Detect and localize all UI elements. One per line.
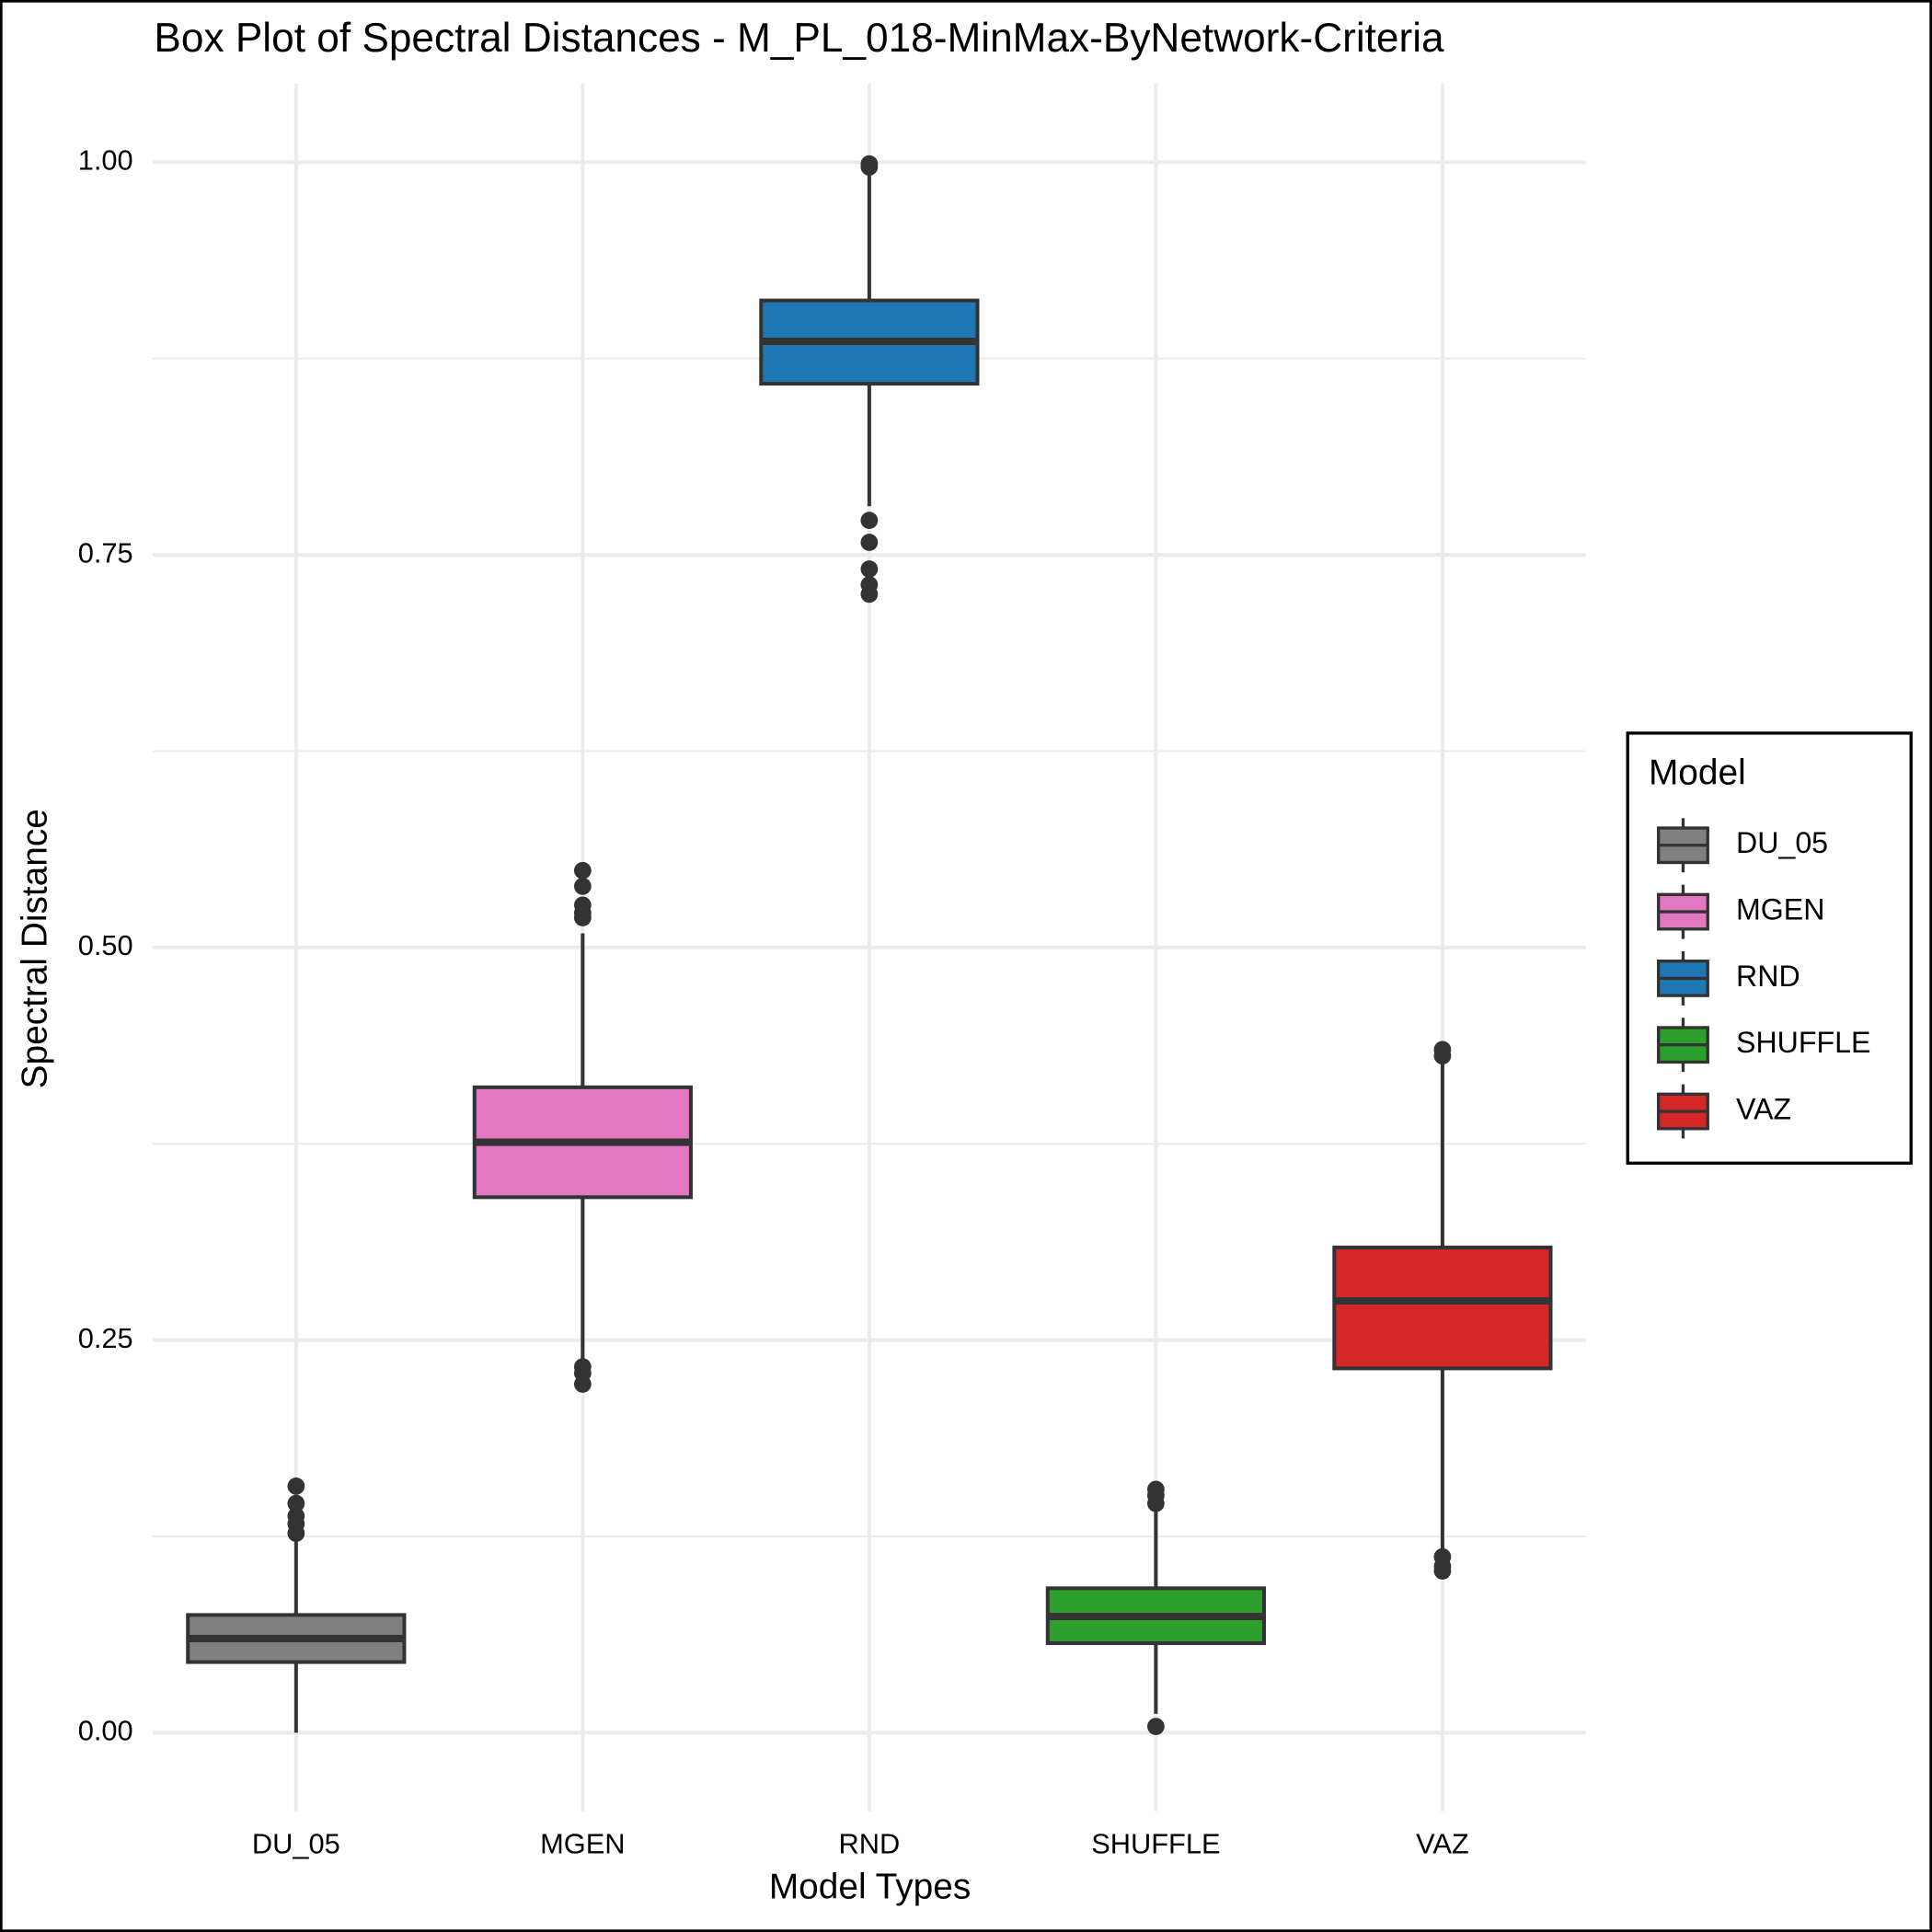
legend-box	[1626, 731, 1913, 1165]
chart-title: Box Plot of Spectral Distances - M_PL_01…	[154, 16, 1444, 61]
outlier	[860, 534, 879, 551]
outlier	[287, 1478, 305, 1495]
legend-label: DU_05	[1736, 826, 1828, 859]
outlier	[860, 560, 879, 578]
outlier	[573, 877, 592, 895]
y-tick-label: 1.00	[78, 144, 133, 177]
outlier	[287, 1494, 305, 1512]
box	[1332, 1245, 1553, 1371]
x-tick-label: RND	[838, 1827, 900, 1859]
y-tick-label: 0.00	[78, 1715, 133, 1747]
outlier	[860, 585, 879, 604]
outlier	[1147, 1718, 1165, 1735]
outlier	[573, 909, 592, 926]
x-tick-label: MGEN	[540, 1827, 625, 1859]
legend-title: Model	[1649, 753, 1746, 793]
outlier	[573, 1375, 592, 1393]
legend-label: RND	[1736, 960, 1800, 993]
x-tick-label: VAZ	[1416, 1827, 1469, 1859]
legend-label: VAZ	[1736, 1093, 1791, 1126]
outlier	[1433, 1047, 1452, 1065]
y-axis-title: Spectral Distance	[15, 809, 54, 1088]
y-tick-label: 0.50	[78, 929, 133, 961]
outlier	[1147, 1494, 1165, 1512]
legend-label: MGEN	[1736, 893, 1824, 926]
outlier	[860, 158, 879, 176]
outlier	[573, 861, 592, 880]
outlier	[1433, 1562, 1452, 1580]
x-tick-label: SHUFFLE	[1091, 1827, 1220, 1859]
x-axis-title: Model Types	[769, 1867, 971, 1906]
legend-label: SHUFFLE	[1736, 1026, 1870, 1059]
outlier	[287, 1524, 305, 1542]
x-tick-label: DU_05	[252, 1827, 340, 1859]
outlier	[860, 512, 879, 529]
y-tick-label: 0.75	[78, 536, 133, 569]
y-tick-label: 0.25	[78, 1322, 133, 1354]
